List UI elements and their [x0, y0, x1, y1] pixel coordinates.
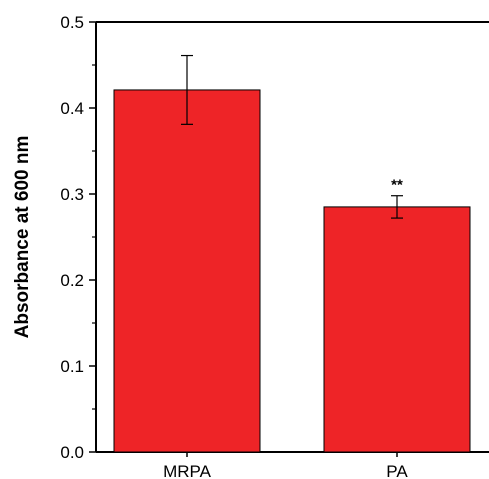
y-tick-label-1: 0.1 — [60, 357, 84, 376]
bar-pa — [323, 206, 471, 453]
ticks: MRPA PA 0.0 0.1 0.2 0.3 0.4 0.5 — [60, 13, 408, 479]
y-tick-label-4: 0.4 — [60, 99, 84, 118]
bar-mrpa — [113, 89, 261, 453]
y-tick-label-3: 0.3 — [60, 185, 84, 204]
x-tick-label-pa: PA — [386, 462, 408, 479]
y-tick-label-5: 0.5 — [60, 13, 84, 32]
y-tick-label-2: 0.2 — [60, 271, 84, 290]
x-tick-label-mrpa: MRPA — [163, 462, 212, 479]
significance-label-pa: ** — [391, 177, 403, 194]
y-axis-label: Absorbance at 600 nm — [12, 136, 33, 339]
y-tick-label-0: 0.0 — [60, 443, 84, 462]
bars: ** — [113, 54, 471, 453]
